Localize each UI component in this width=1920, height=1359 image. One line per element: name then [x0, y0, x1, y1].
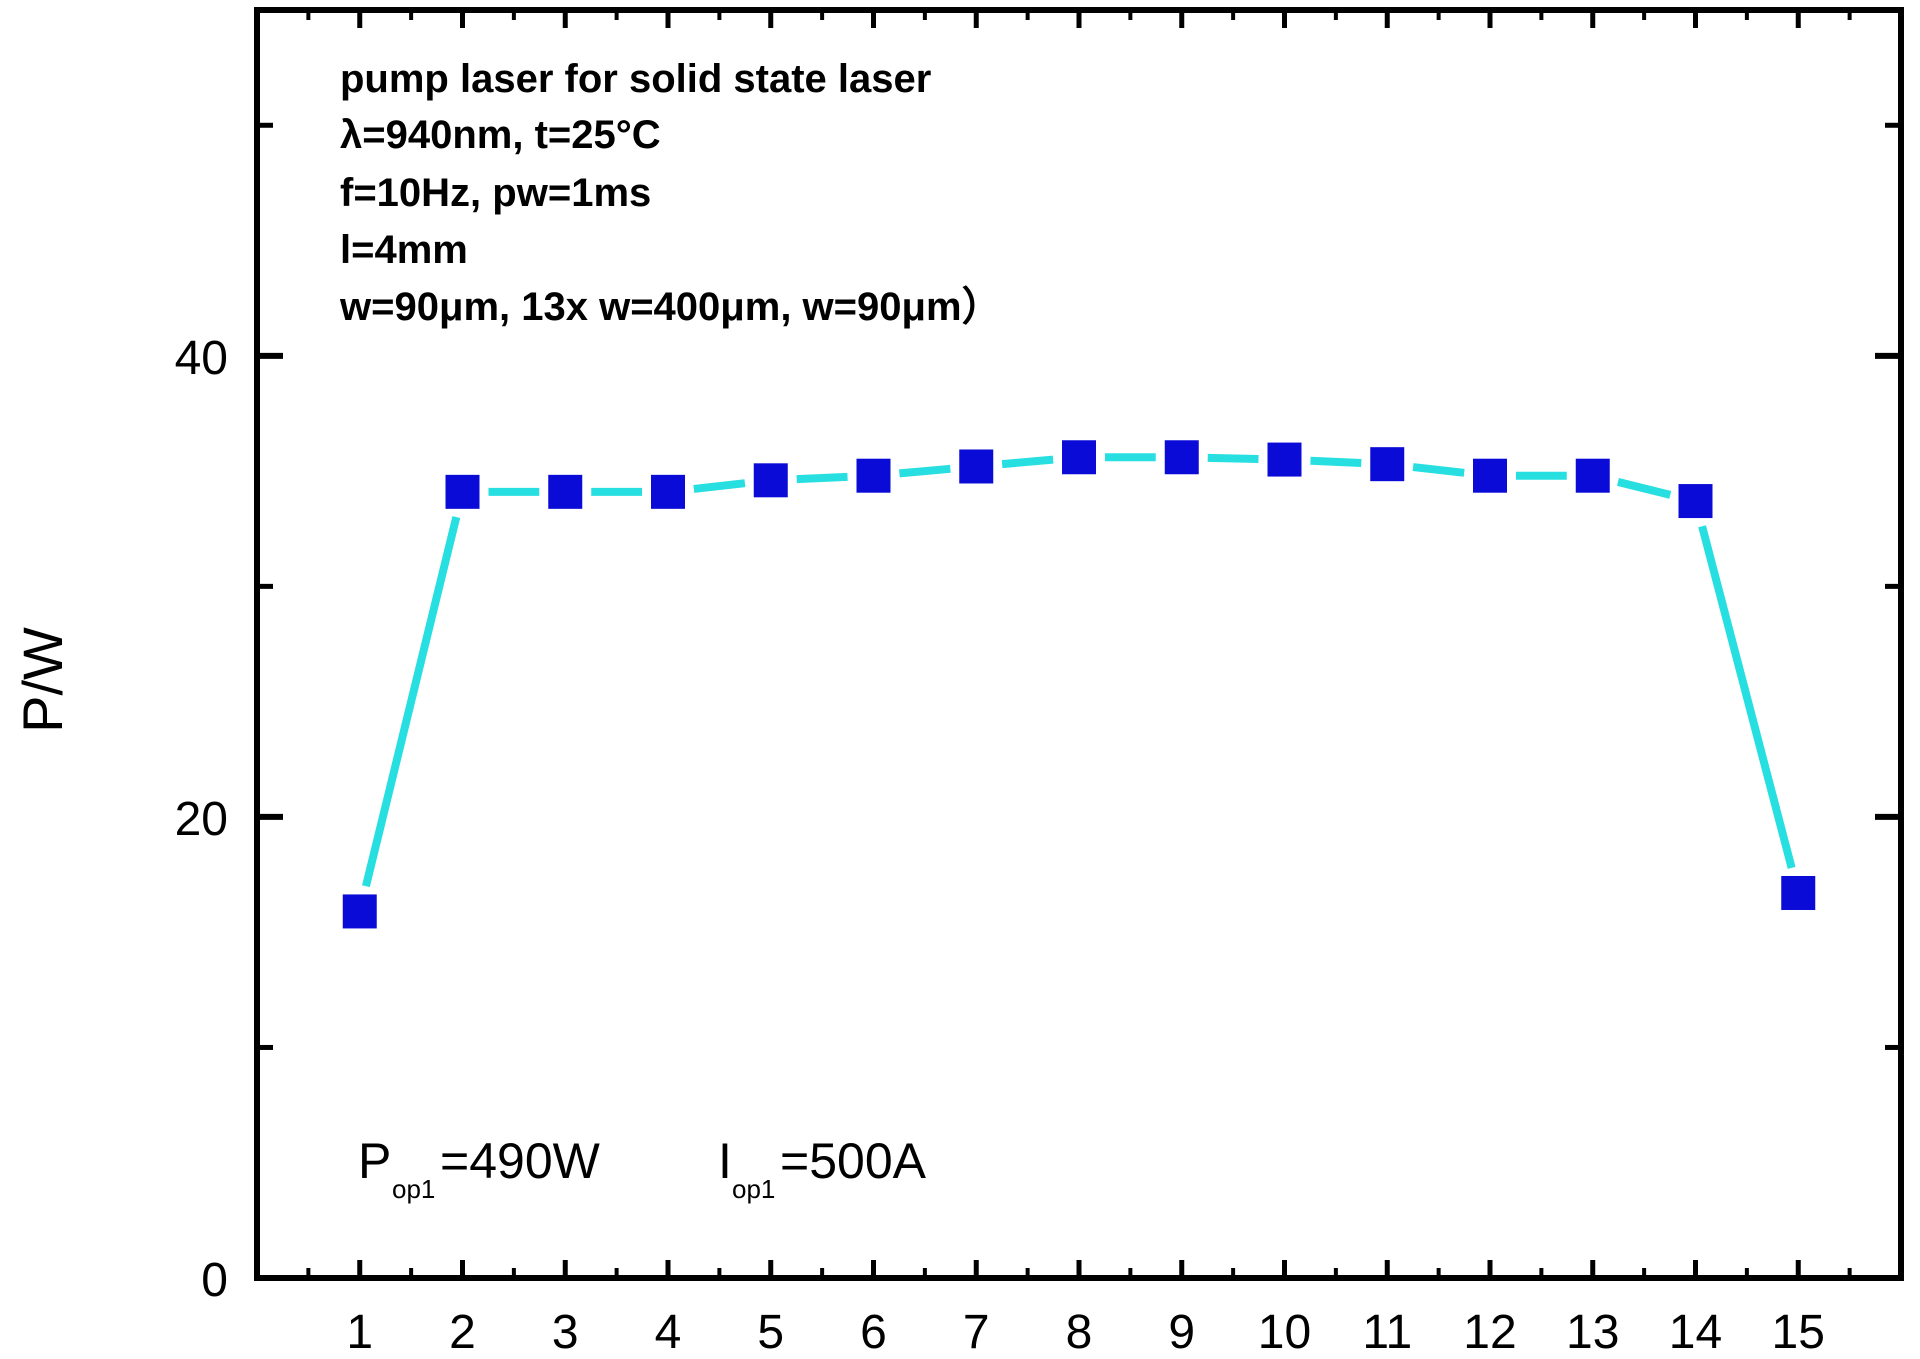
x-tick-label: 10	[1258, 1306, 1311, 1359]
data-point	[1267, 442, 1302, 477]
y-axis-title: P/W	[11, 627, 74, 733]
y-tick-label: 40	[175, 332, 228, 385]
p-op-sub: op1	[392, 1174, 435, 1204]
series-segment	[1698, 525, 1796, 869]
data-point	[445, 474, 480, 509]
series-segment	[362, 516, 461, 888]
series-segment	[1001, 455, 1054, 469]
x-tick-label: 14	[1669, 1306, 1722, 1359]
series-line	[362, 453, 1796, 888]
annotation-line-3: f=10Hz, pw=1ms	[340, 171, 651, 215]
data-point	[753, 463, 788, 498]
x-tick-label: 6	[860, 1306, 887, 1359]
data-point	[1062, 440, 1096, 475]
p-op-value: =490W	[440, 1133, 601, 1189]
x-tick-label: 2	[449, 1306, 476, 1359]
data-point	[959, 449, 994, 484]
data-point	[1781, 875, 1816, 910]
annotation-line-1: pump laser for solid state laser	[340, 57, 931, 101]
series-segment	[1207, 453, 1259, 463]
x-tick-label: 7	[963, 1306, 990, 1359]
x-tick-label: 12	[1463, 1306, 1516, 1359]
series-segment	[1412, 463, 1465, 477]
operating-point-label: P op1 =490W I op1 =500A	[358, 1133, 927, 1204]
annotation-block: pump laser for solid state laser λ=940nm…	[339, 57, 1002, 329]
data-point	[856, 458, 891, 493]
x-tick-label: 3	[552, 1306, 579, 1359]
annotation-line-5: w=90μm, 13x w=400μm, w=90μm）	[339, 285, 1002, 329]
i-op-sub: op1	[732, 1174, 775, 1204]
axis-ticks	[257, 10, 1901, 1281]
x-tick-label: 5	[757, 1306, 784, 1359]
y-tick-labels: 0 20 40	[175, 332, 228, 1307]
series-segment	[693, 479, 746, 493]
x-tick-label: 4	[655, 1306, 682, 1359]
y-tick-label: 20	[175, 793, 228, 846]
data-point	[651, 474, 685, 509]
x-tick-label: 9	[1168, 1306, 1195, 1359]
x-tick-label: 11	[1362, 1306, 1412, 1359]
x-tick-labels: 1 2 3 4 5 6 7 8 9 10 11 12 13 14 15	[346, 1306, 1825, 1359]
annotation-line-4: l=4mm	[340, 228, 468, 272]
data-point	[1473, 458, 1507, 493]
series-segment	[899, 464, 951, 478]
i-op-value: =500A	[780, 1133, 927, 1189]
series-markers	[342, 440, 1816, 929]
data-point	[1370, 447, 1405, 482]
y-tick-label: 0	[201, 1254, 228, 1307]
data-point	[342, 894, 377, 929]
series-segment	[1310, 456, 1362, 468]
data-point	[1678, 484, 1713, 519]
data-point	[548, 474, 583, 509]
x-tick-label: 8	[1066, 1306, 1093, 1359]
data-point	[1164, 440, 1199, 475]
series-segment	[796, 472, 848, 484]
p-op-main: P	[358, 1133, 391, 1189]
series-segment	[1617, 478, 1672, 499]
data-point	[1575, 458, 1610, 493]
x-tick-label: 15	[1772, 1306, 1825, 1359]
x-tick-label: 1	[346, 1306, 373, 1359]
annotation-line-2: λ=940nm, t=25°C	[340, 113, 661, 157]
i-op-main: I	[718, 1133, 732, 1189]
x-tick-label: 13	[1566, 1306, 1619, 1359]
